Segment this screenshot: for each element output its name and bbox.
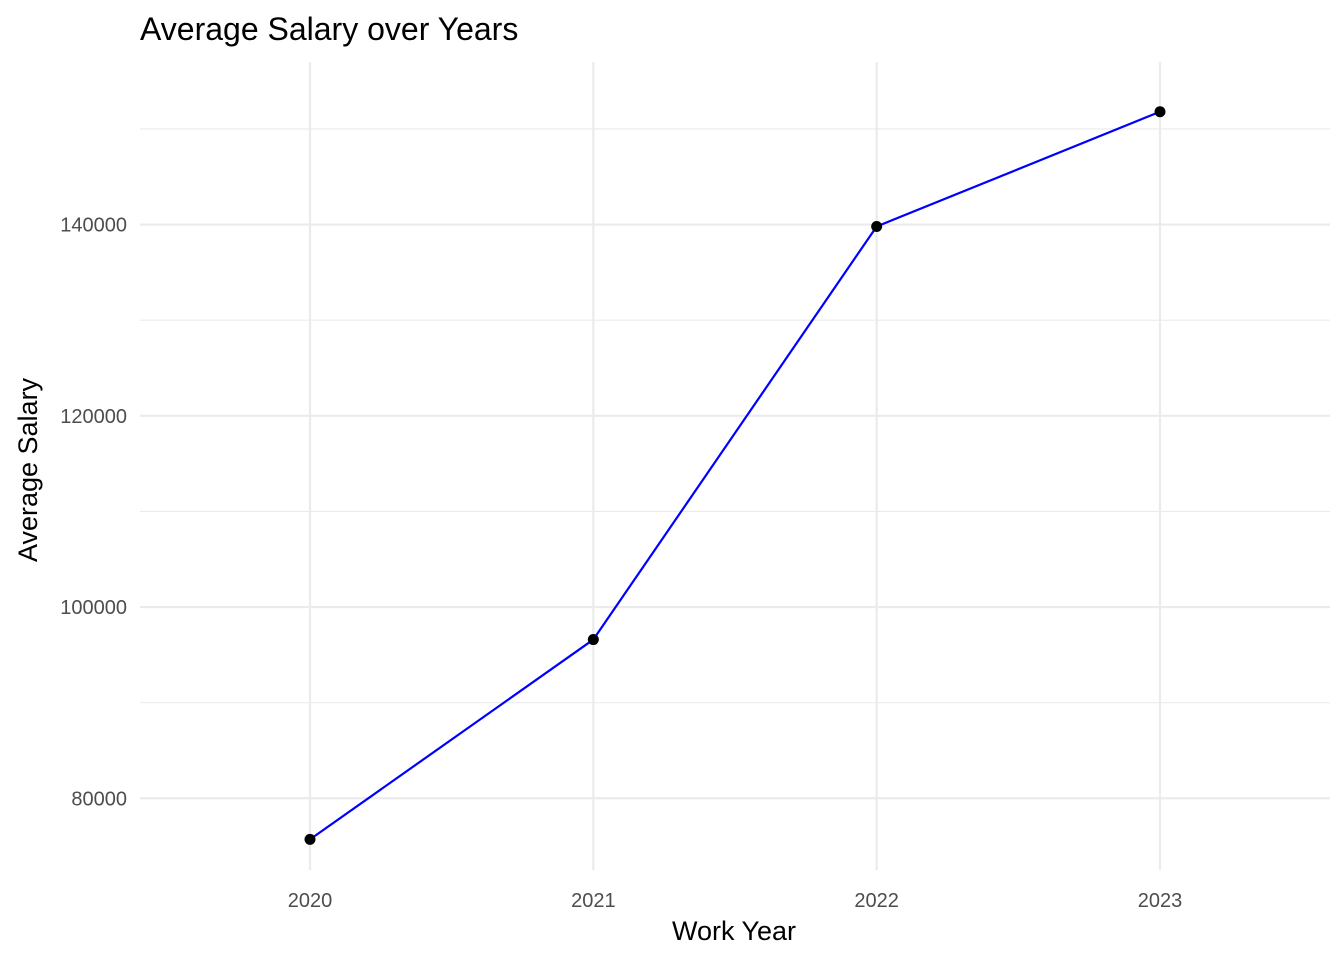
data-point [587, 634, 599, 646]
y-axis-title: Average Salary [13, 377, 43, 562]
data-point [1154, 106, 1166, 118]
x-axis-title: Work Year [672, 916, 796, 946]
x-axis-ticks: 2020 2021 2022 2023 [288, 890, 1183, 912]
y-tick-label: 80000 [71, 788, 127, 810]
x-tick-label: 2023 [1138, 890, 1183, 912]
y-tick-label: 140000 [60, 215, 127, 237]
series-layer [304, 106, 1166, 845]
y-tick-label: 100000 [60, 597, 127, 619]
x-tick-label: 2022 [854, 890, 899, 912]
y-axis-ticks: 80000 100000 120000 140000 [60, 215, 127, 811]
data-point [871, 220, 883, 232]
data-point [304, 833, 316, 845]
chart-title: Average Salary over Years [140, 11, 518, 47]
y-tick-label: 120000 [60, 406, 127, 428]
gridlines [140, 62, 1330, 870]
x-tick-label: 2021 [571, 890, 616, 912]
series-line [308, 110, 1162, 841]
x-tick-label: 2020 [288, 890, 333, 912]
